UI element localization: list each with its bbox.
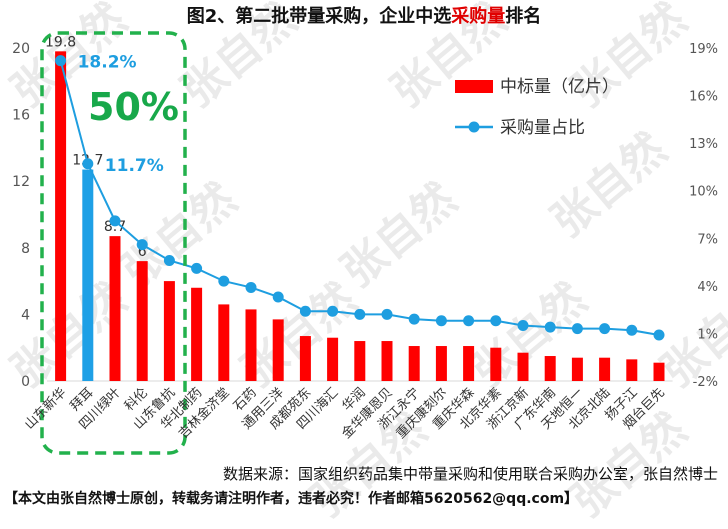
bar [435, 346, 447, 381]
top5-share-callout: 50% [88, 85, 179, 129]
bar-value-label: 8.7 [104, 219, 126, 235]
right-axis-tick: 4% [697, 280, 718, 295]
right-axis-tick: -2% [693, 375, 718, 390]
share-point [490, 315, 502, 327]
share-point [408, 313, 420, 325]
chart-title: 图2、第二批带量采购，企业中选采购量排名 [0, 2, 728, 28]
share-point [354, 308, 366, 320]
top5-highlight-box [40, 31, 187, 455]
right-axis-tick: 7% [697, 232, 718, 247]
share-point [626, 324, 638, 336]
bar [191, 287, 203, 381]
bar [163, 281, 175, 381]
bar [327, 337, 339, 381]
bar [517, 352, 529, 381]
legend-bar-label: 中标量（亿片） [500, 77, 619, 97]
bar [299, 336, 311, 381]
chart-svg: 048121620-2%1%4%7%10%13%16%19%19.812.78.… [12, 31, 718, 455]
right-axis-tick: 1% [697, 327, 718, 342]
share-point [599, 323, 611, 335]
title-suffix: 排名 [505, 6, 542, 27]
legend-line-marker [468, 121, 480, 133]
bar [571, 357, 583, 381]
share-point [435, 315, 447, 327]
share-point [109, 215, 121, 227]
share-value-label: 18.2% [78, 53, 137, 73]
title-prefix: 图2、第二批带量采购，企业中选 [186, 6, 452, 27]
bar [272, 319, 284, 381]
left-axis-tick: 20 [12, 41, 30, 57]
share-point [245, 281, 257, 293]
bar [82, 169, 94, 381]
share-point [82, 158, 94, 170]
share-point [136, 239, 148, 251]
bar [354, 341, 366, 381]
bar-value-label: 6 [138, 244, 147, 260]
legend-line-label: 采购量占比 [500, 118, 585, 138]
category-label: 山东新华 [21, 385, 69, 433]
legend-bar-swatch [455, 80, 493, 93]
left-axis-tick: 12 [12, 174, 30, 190]
bar [490, 347, 502, 381]
right-axis-tick: 16% [689, 90, 718, 105]
left-axis-tick: 0 [21, 374, 30, 390]
left-axis-tick: 4 [21, 307, 30, 323]
bar [599, 357, 611, 381]
bar [544, 356, 556, 381]
bar [218, 304, 230, 381]
share-point [272, 291, 284, 303]
bar [463, 346, 475, 381]
left-axis-tick: 16 [12, 108, 30, 124]
bar [245, 309, 257, 381]
data-source-note: 数据来源：国家组织药品集中带量采购和使用联合采购办公室，张自然博士 [222, 465, 718, 483]
share-point [163, 254, 175, 266]
right-axis-tick: 10% [689, 185, 718, 200]
bar [653, 362, 665, 381]
left-axis-tick: 8 [21, 241, 30, 257]
share-point [544, 321, 556, 333]
bar [109, 236, 121, 381]
share-point [299, 305, 311, 317]
share-point [218, 275, 230, 287]
share-point [653, 329, 665, 341]
bar [381, 341, 393, 381]
share-point [571, 323, 583, 335]
title-highlight: 采购量 [451, 6, 506, 27]
right-axis-tick: 19% [689, 42, 718, 57]
bar-value-label: 19.8 [45, 34, 76, 50]
share-point [381, 308, 393, 320]
share-point [517, 320, 529, 331]
bar [626, 359, 638, 381]
bar [408, 346, 420, 381]
share-point [463, 315, 475, 327]
copyright-notice: 【本文由张自然博士原创，转载务请注明作者，违者必究！作者邮箱5620562@qq… [4, 491, 579, 507]
share-point [55, 55, 67, 67]
share-point [191, 262, 203, 274]
bar [55, 51, 67, 382]
bar [136, 261, 148, 381]
share-value-label: 11.7% [105, 156, 164, 176]
right-axis-tick: 13% [689, 137, 718, 152]
share-point [327, 305, 339, 317]
